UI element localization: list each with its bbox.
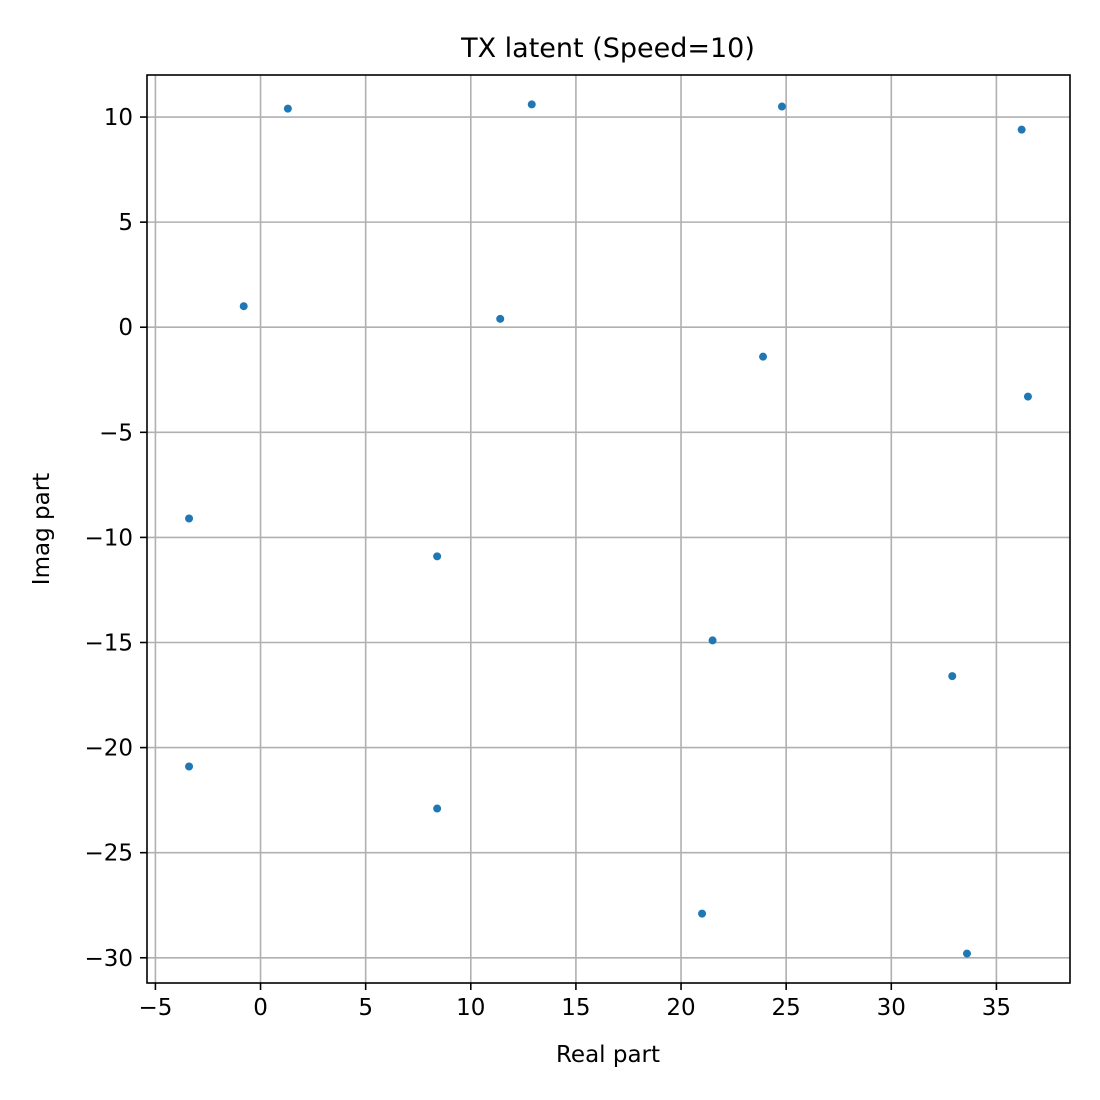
y-tick-label: 10 <box>104 105 133 131</box>
data-points <box>185 100 1032 958</box>
data-point <box>1023 392 1032 401</box>
data-point <box>527 100 536 109</box>
chart-title: TX latent (Speed=10) <box>460 33 755 64</box>
data-point <box>433 804 442 813</box>
data-point <box>708 636 717 645</box>
x-tick-label: 30 <box>877 995 906 1021</box>
y-axis-ticks: 10 5 0 −5 −10 −15 −20 −25 −30 <box>84 105 147 972</box>
data-point <box>759 352 768 361</box>
x-tick-label: 35 <box>982 995 1011 1021</box>
data-point <box>496 314 505 323</box>
x-axis-ticks: −5 0 5 10 15 20 25 30 35 <box>138 983 1011 1021</box>
data-point <box>1017 125 1026 134</box>
y-tick-label: 5 <box>118 210 133 236</box>
y-tick-label: −5 <box>99 420 133 446</box>
y-tick-label: −30 <box>84 946 133 972</box>
y-tick-label: −10 <box>84 525 133 551</box>
grid-lines <box>147 75 1070 983</box>
data-point <box>185 762 194 771</box>
data-point <box>283 104 292 113</box>
x-tick-label: 5 <box>358 995 373 1021</box>
x-tick-label: 15 <box>561 995 590 1021</box>
data-point <box>433 552 442 561</box>
x-tick-label: 20 <box>666 995 695 1021</box>
y-tick-label: −15 <box>84 631 133 657</box>
x-axis-label: Real part <box>556 1042 660 1068</box>
y-tick-label: 0 <box>118 315 133 341</box>
y-axis-label: Imag part <box>29 473 55 585</box>
data-point <box>948 672 957 681</box>
y-tick-label: −25 <box>84 841 133 867</box>
x-tick-label: 10 <box>456 995 485 1021</box>
x-tick-label: 0 <box>253 995 268 1021</box>
plot-frame <box>146 74 1071 984</box>
data-point <box>239 302 248 311</box>
x-tick-label: 25 <box>772 995 801 1021</box>
x-tick-label: −5 <box>138 995 172 1021</box>
data-point <box>777 102 786 111</box>
data-point <box>962 949 971 958</box>
data-point <box>698 909 707 918</box>
y-tick-label: −20 <box>84 736 133 762</box>
data-point <box>185 514 194 523</box>
